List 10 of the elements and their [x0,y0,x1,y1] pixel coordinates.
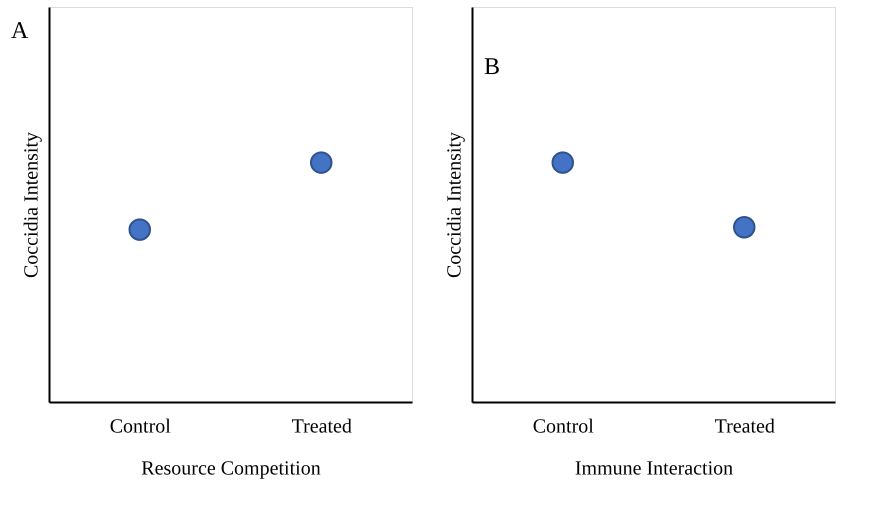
x-tick-label: Treated [292,416,352,438]
x-tick-label: Treated [714,416,775,438]
x-axis-title: Resource Competition [141,458,321,480]
x-tick-label: Control [110,416,172,438]
x-axis-title: Immune Interaction [574,458,734,480]
text: B [484,54,500,80]
y-axis-title: Coccidia Intensity [444,132,466,278]
y-axis-title: Coccidia Intensity [20,132,42,278]
text: A [11,18,29,44]
x-tick-label: Control [532,416,594,438]
